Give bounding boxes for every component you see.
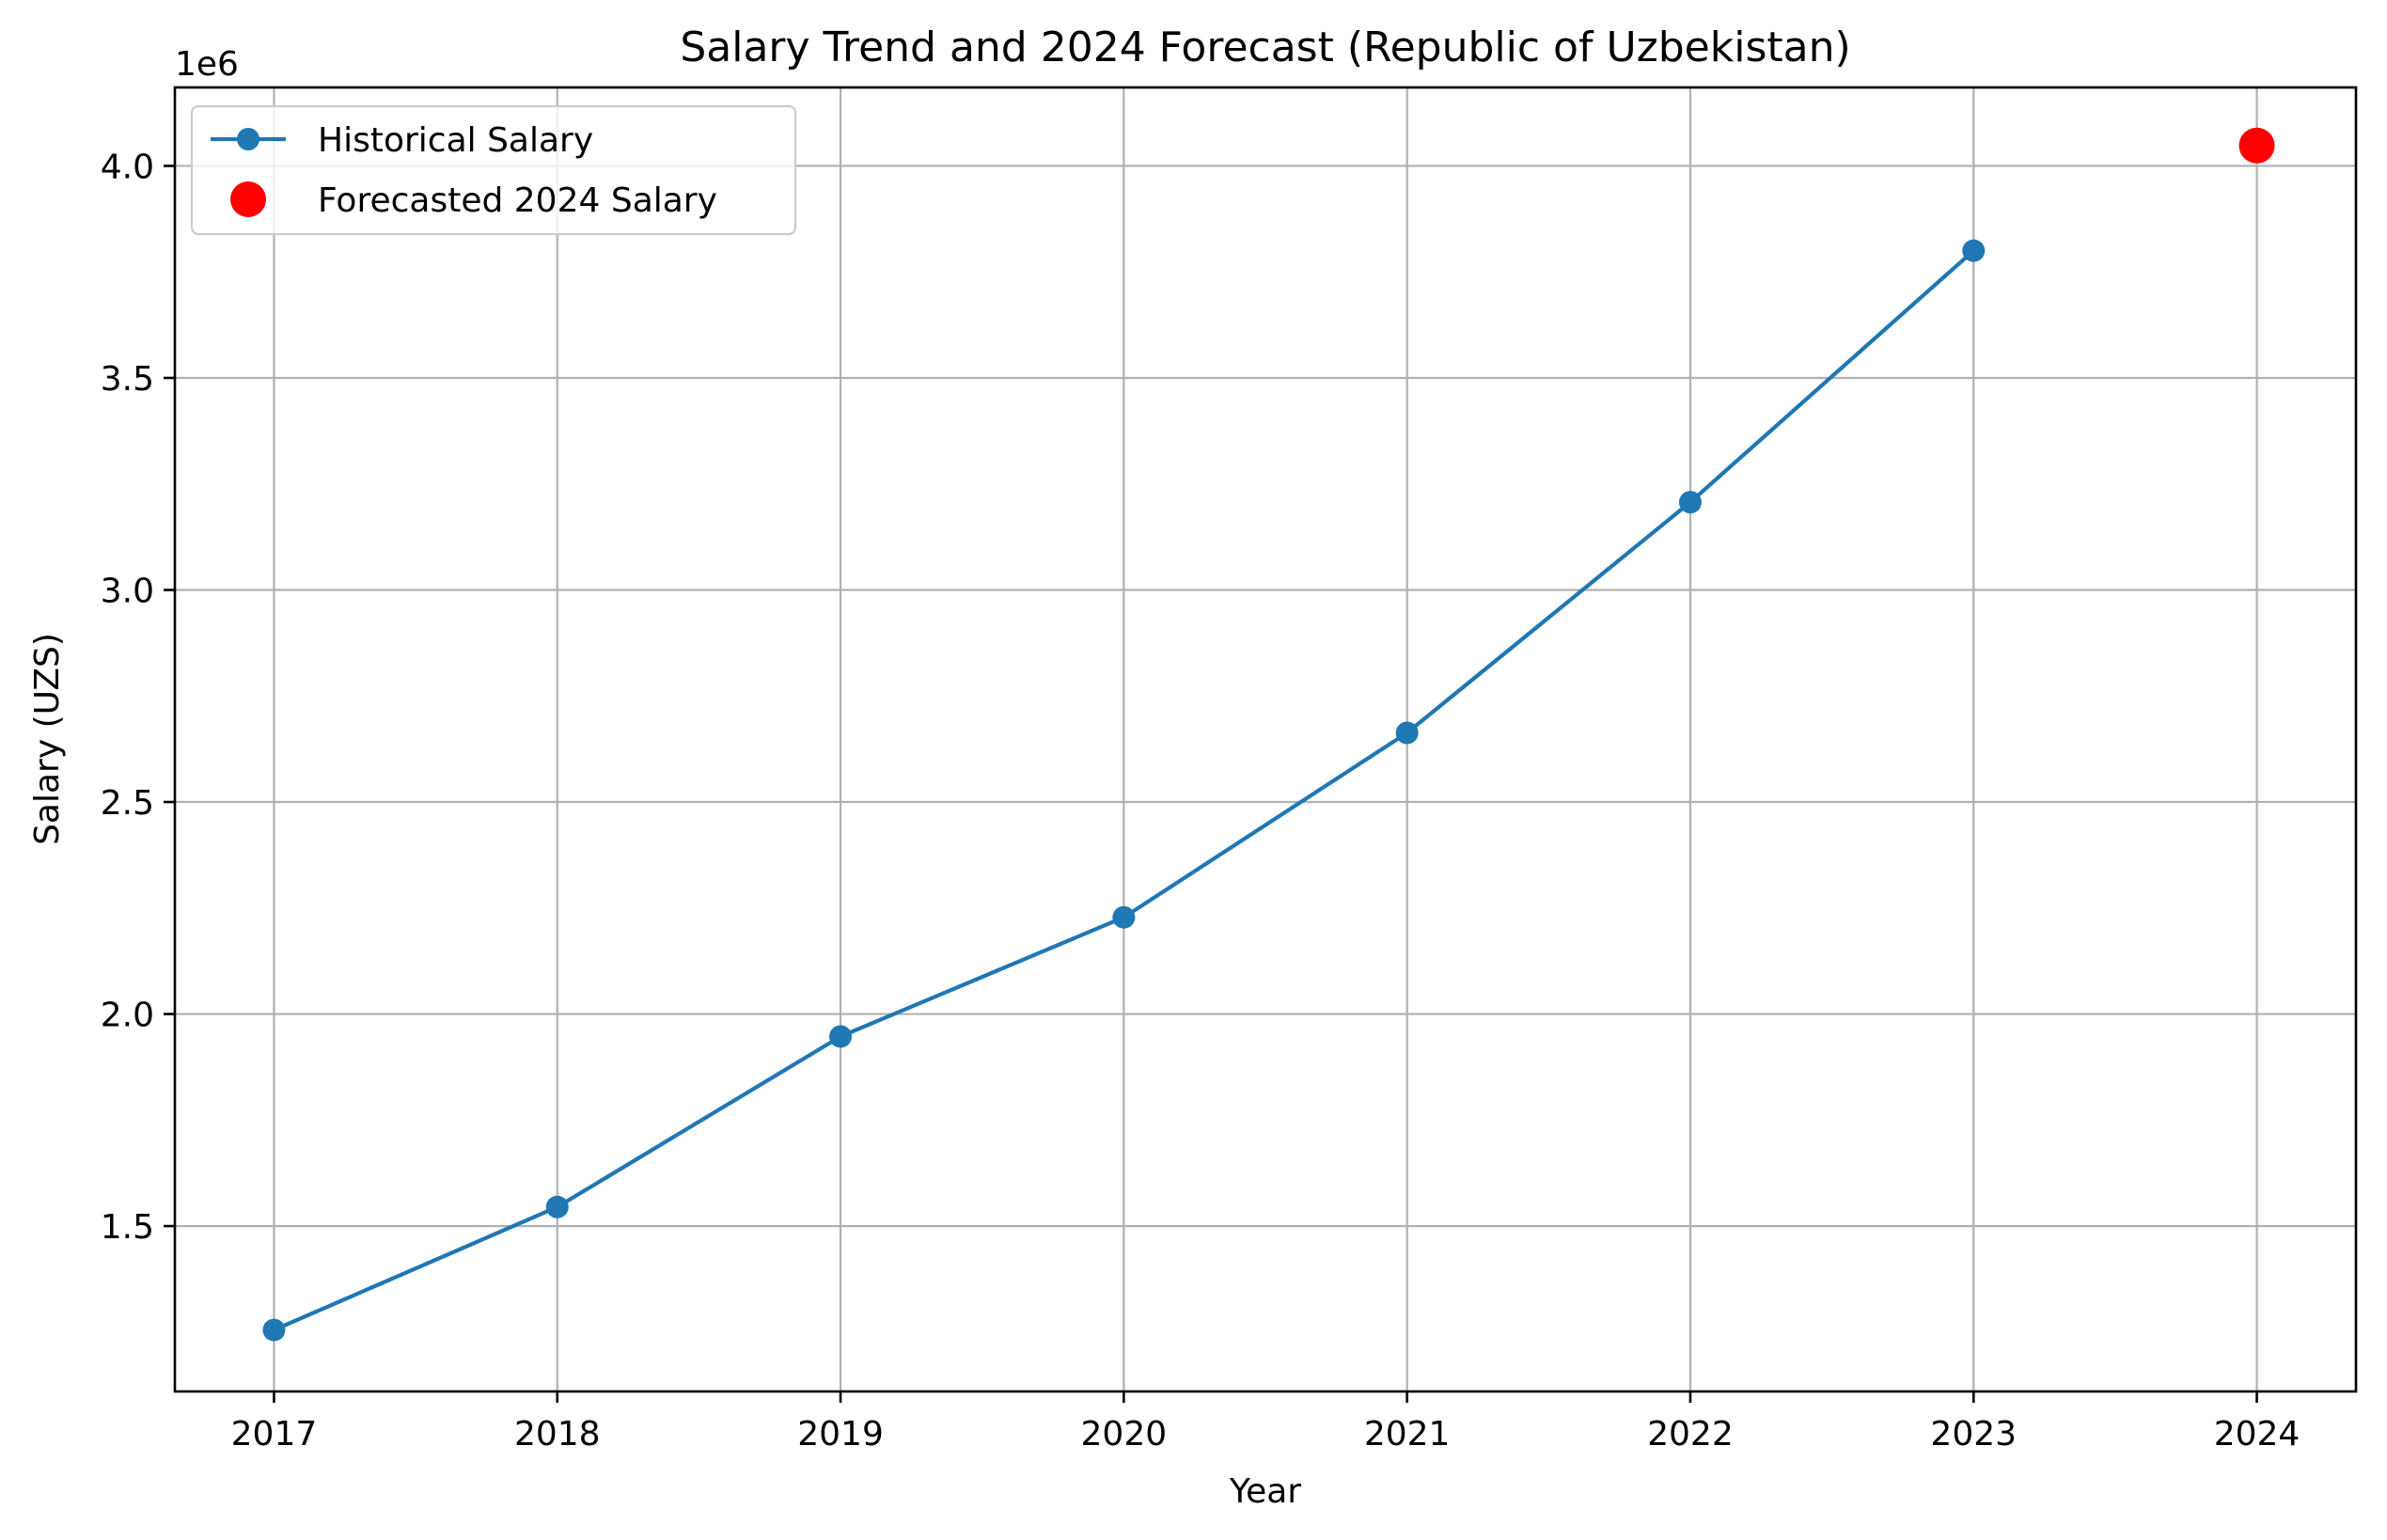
- y-tick-label: 4.0: [101, 148, 154, 186]
- data-point: [545, 1195, 569, 1218]
- data-point: [1962, 239, 1986, 262]
- legend: Historical Salary Forecasted 2024 Salary: [190, 104, 797, 236]
- y-tick-label: 1.5: [101, 1208, 154, 1247]
- plot-frame: [173, 86, 2358, 1393]
- legend-forecast-label: Forecasted 2024 Salary: [318, 181, 717, 220]
- y-tick-label: 2.5: [101, 784, 154, 823]
- data-point: [829, 1025, 853, 1048]
- y-axis-ticks: 1.5 2.0 2.5 3.0 3.5 4.0: [101, 148, 175, 1247]
- y-tick-label: 3.0: [101, 573, 154, 611]
- forecast-point: [2238, 127, 2275, 164]
- x-tick-label: 2023: [1930, 1415, 2017, 1454]
- x-tick-label: 2017: [231, 1415, 318, 1454]
- x-tick-label: 2019: [797, 1415, 884, 1454]
- legend-historical-marker: [237, 128, 259, 150]
- legend-historical-label: Historical Salary: [318, 121, 593, 160]
- x-axis-label: Year: [1229, 1472, 1301, 1511]
- x-tick-label: 2020: [1081, 1415, 1168, 1454]
- data-point: [262, 1318, 286, 1342]
- y-axis-label: Salary (UZS): [28, 633, 67, 845]
- x-tick-label: 2022: [1647, 1415, 1734, 1454]
- series-layer: [262, 127, 2275, 1342]
- y-offset-label: 1e6: [175, 45, 239, 84]
- legend-frame: [190, 104, 797, 236]
- chart-title: Salary Trend and 2024 Forecast (Republic…: [680, 24, 1850, 71]
- series-0: [262, 239, 1986, 1342]
- legend-forecast-marker: [230, 181, 266, 217]
- y-tick-label: 2.0: [101, 997, 154, 1035]
- y-tick-label: 3.5: [101, 360, 154, 399]
- series-1: [2238, 127, 2275, 164]
- data-point: [1112, 905, 1136, 929]
- data-point: [1395, 721, 1419, 745]
- data-point: [1678, 491, 1702, 514]
- x-tick-label: 2021: [1364, 1415, 1451, 1454]
- x-axis-ticks: 2017 2018 2019 2020 2021 2022 2023 2024: [231, 1391, 2301, 1454]
- x-tick-label: 2018: [514, 1415, 601, 1454]
- grid: [175, 87, 2356, 1391]
- x-tick-label: 2024: [2214, 1415, 2301, 1454]
